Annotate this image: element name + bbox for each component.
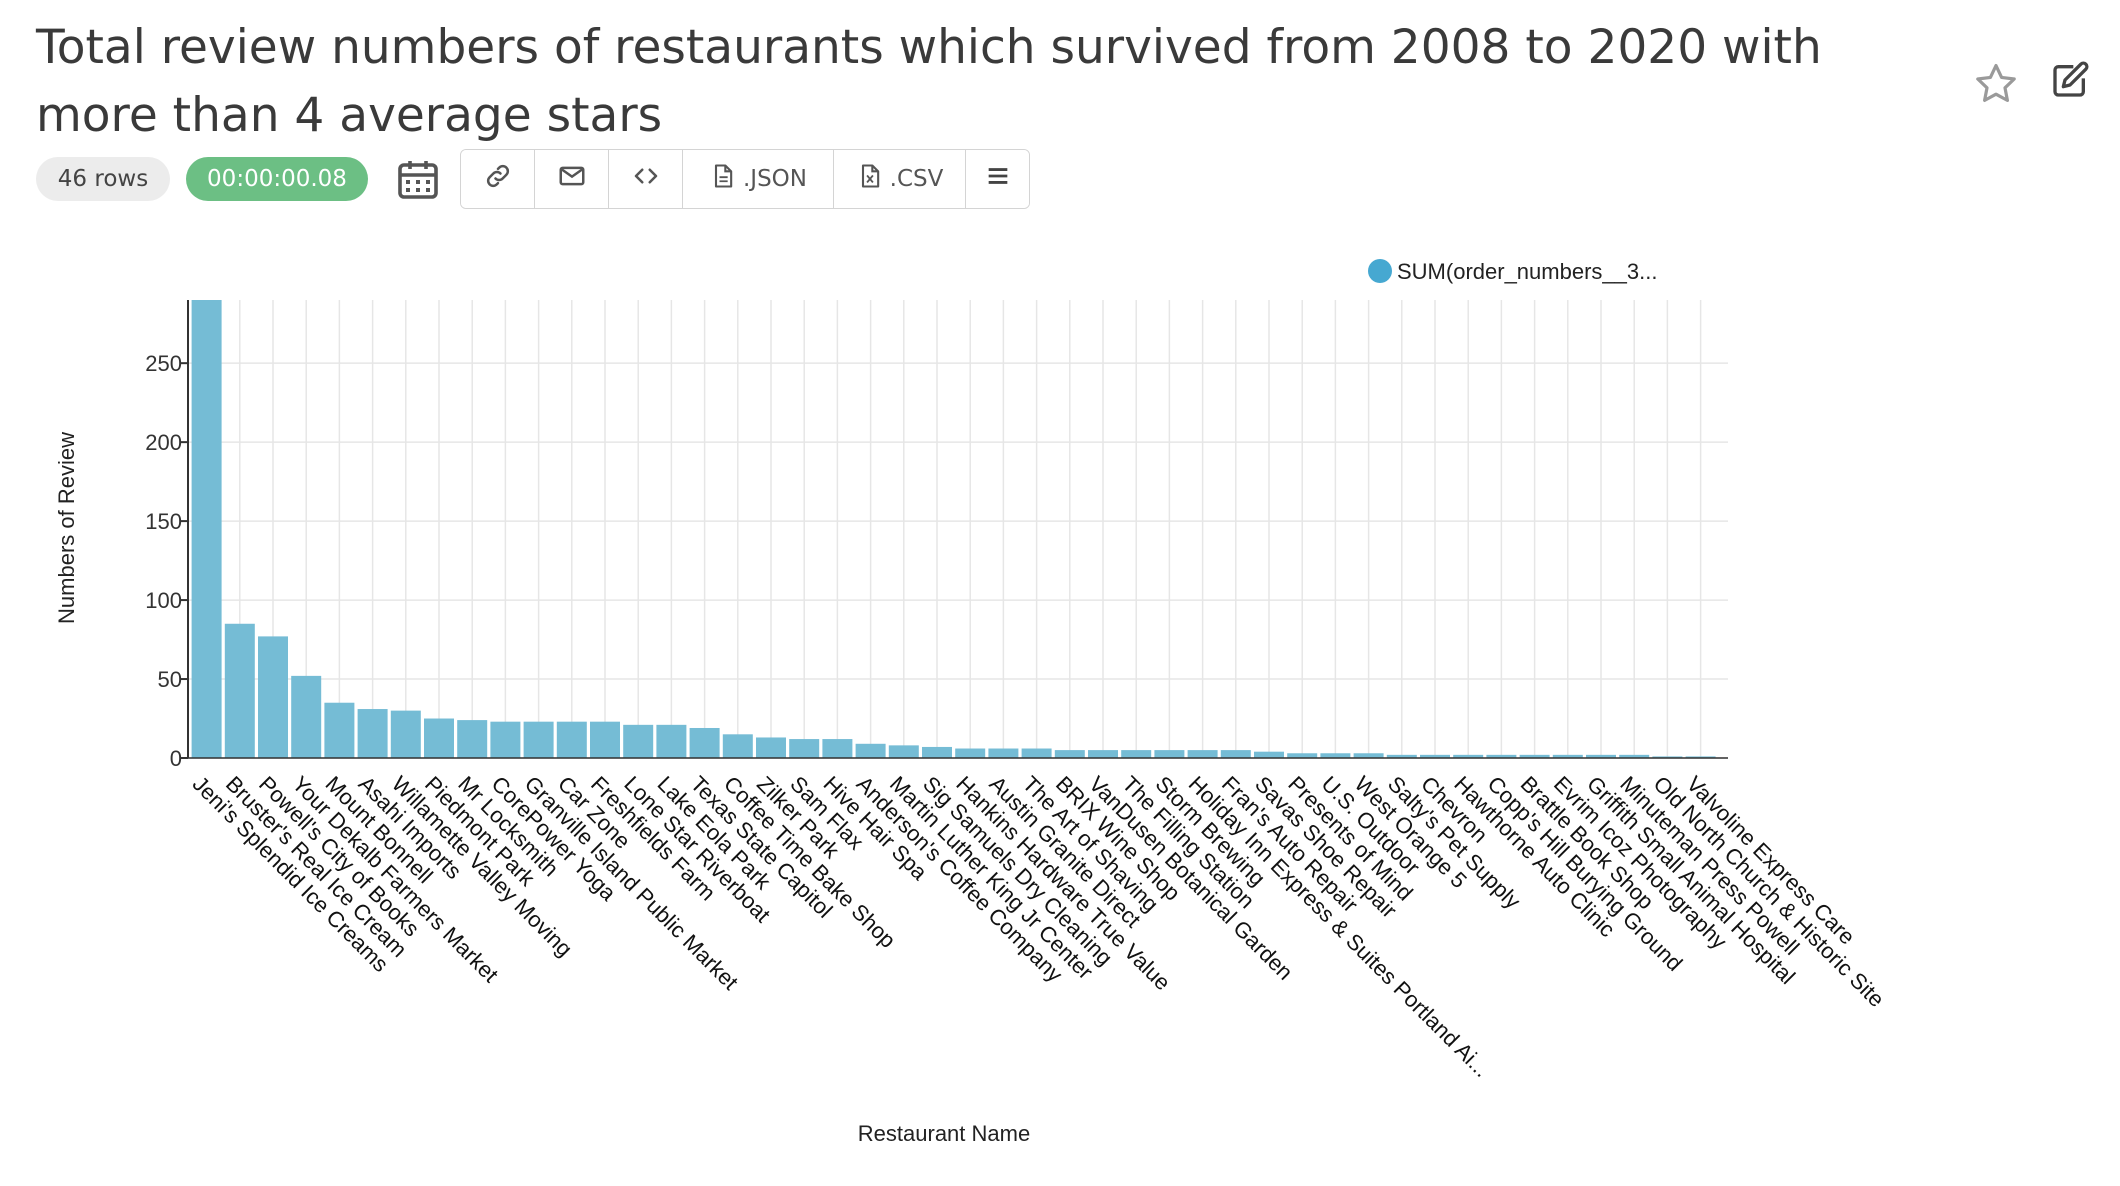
bar[interactable] bbox=[1088, 750, 1118, 758]
bar[interactable] bbox=[756, 737, 786, 758]
bar[interactable] bbox=[1386, 754, 1417, 758]
y-tick-label: 50 bbox=[158, 667, 182, 692]
bar[interactable] bbox=[191, 300, 222, 758]
y-tick-label: 0 bbox=[170, 746, 182, 771]
query-time-badge: 00:00:00.08 bbox=[186, 157, 368, 201]
more-menu-button[interactable] bbox=[966, 150, 1029, 208]
legend-swatch[interactable] bbox=[1368, 259, 1392, 283]
bar[interactable] bbox=[1619, 754, 1650, 758]
bar[interactable] bbox=[258, 636, 288, 758]
y-axis-title: Numbers of Review bbox=[54, 432, 79, 624]
code-icon bbox=[631, 161, 661, 197]
edit-icon[interactable] bbox=[2050, 60, 2098, 108]
bar[interactable] bbox=[1187, 750, 1218, 758]
y-tick-label: 250 bbox=[145, 351, 182, 376]
bar[interactable] bbox=[1054, 750, 1085, 758]
bar[interactable] bbox=[888, 745, 919, 758]
menu-icon bbox=[984, 162, 1012, 196]
link-icon bbox=[483, 161, 513, 197]
calendar-icon[interactable] bbox=[394, 155, 442, 203]
bar[interactable] bbox=[855, 743, 886, 758]
bar[interactable] bbox=[1220, 750, 1251, 758]
bar[interactable] bbox=[988, 748, 1019, 758]
bar[interactable] bbox=[689, 727, 720, 758]
bar[interactable] bbox=[822, 739, 853, 758]
export-csv-button[interactable]: .CSV bbox=[834, 150, 966, 208]
legend-label[interactable]: SUM(order_numbers__3... bbox=[1397, 259, 1657, 284]
bar[interactable] bbox=[1586, 754, 1616, 758]
bar[interactable] bbox=[722, 734, 753, 758]
embed-code-button[interactable] bbox=[609, 150, 683, 208]
bar[interactable] bbox=[523, 721, 554, 758]
bar[interactable] bbox=[789, 739, 820, 758]
bar[interactable] bbox=[1486, 754, 1517, 758]
bar[interactable] bbox=[1652, 756, 1683, 758]
bar[interactable] bbox=[224, 623, 255, 758]
export-csv-label: .CSV bbox=[889, 166, 944, 192]
mail-icon bbox=[557, 161, 587, 197]
bar[interactable] bbox=[1420, 754, 1450, 758]
bar[interactable] bbox=[424, 718, 454, 758]
bar[interactable] bbox=[390, 710, 421, 758]
row-count-badge: 46 rows bbox=[36, 157, 170, 201]
bar[interactable] bbox=[1353, 753, 1384, 758]
export-json-label: .JSON bbox=[742, 166, 807, 192]
bar[interactable] bbox=[656, 724, 687, 758]
bar[interactable] bbox=[457, 720, 488, 758]
bar[interactable] bbox=[955, 748, 986, 758]
export-json-button[interactable]: .JSON bbox=[683, 150, 834, 208]
bar[interactable] bbox=[1021, 748, 1052, 758]
copy-link-button[interactable] bbox=[461, 150, 535, 208]
bar[interactable] bbox=[324, 702, 355, 758]
toolbar: 46 rows 00:00:00.08 .JSON .CSV bbox=[36, 149, 1030, 209]
bar[interactable] bbox=[1453, 754, 1484, 758]
file-csv-icon bbox=[856, 161, 884, 197]
page-title: Total review numbers of restaurants whic… bbox=[36, 20, 1822, 143]
bar[interactable] bbox=[922, 746, 952, 758]
export-button-group: .JSON .CSV bbox=[460, 149, 1030, 209]
bar[interactable] bbox=[1519, 754, 1550, 758]
star-icon[interactable] bbox=[1972, 60, 2020, 108]
bar[interactable] bbox=[1685, 756, 1716, 758]
header-actions bbox=[1960, 60, 2120, 110]
bar[interactable] bbox=[623, 724, 654, 758]
bar[interactable] bbox=[1254, 751, 1284, 758]
bar[interactable] bbox=[590, 721, 620, 758]
file-icon bbox=[709, 161, 737, 197]
y-tick-label: 200 bbox=[145, 430, 182, 455]
bar[interactable] bbox=[1320, 753, 1351, 758]
x-axis-title: Restaurant Name bbox=[858, 1121, 1030, 1146]
email-button[interactable] bbox=[535, 150, 609, 208]
bar[interactable] bbox=[1552, 754, 1583, 758]
bar[interactable] bbox=[1121, 750, 1152, 758]
bar[interactable] bbox=[357, 709, 388, 758]
bar[interactable] bbox=[1287, 753, 1318, 758]
bar[interactable] bbox=[490, 721, 521, 758]
bar[interactable] bbox=[291, 675, 322, 758]
bar[interactable] bbox=[1154, 750, 1185, 758]
y-tick-label: 150 bbox=[145, 509, 182, 534]
bar[interactable] bbox=[556, 721, 587, 758]
y-tick-label: 100 bbox=[145, 588, 182, 613]
